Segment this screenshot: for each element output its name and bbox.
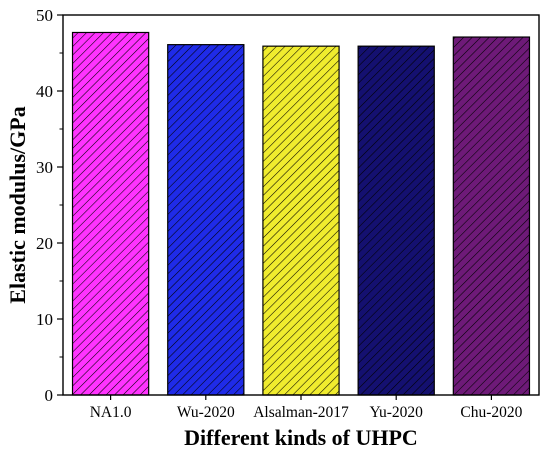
bar-1 bbox=[167, 44, 245, 396]
y-axis-title: Elastic modulus/GPa bbox=[5, 106, 30, 303]
x-axis-title: Different kinds of UHPC bbox=[184, 425, 418, 450]
y-tick-label: 40 bbox=[36, 82, 53, 101]
y-tick-label: 10 bbox=[36, 310, 53, 329]
bar-2 bbox=[262, 45, 340, 396]
x-tick-label: Wu-2020 bbox=[177, 404, 235, 421]
bar-hatch bbox=[262, 45, 340, 396]
y-tick-label: 50 bbox=[36, 6, 53, 25]
bar-hatch bbox=[71, 31, 150, 396]
y-tick-label: 0 bbox=[45, 386, 54, 405]
x-tick-label: Alsalman-2017 bbox=[253, 404, 349, 421]
y-tick-label: 20 bbox=[36, 234, 53, 253]
bar-hatch bbox=[452, 36, 531, 396]
x-tick-label: Chu-2020 bbox=[460, 404, 522, 421]
bar-hatch bbox=[167, 44, 245, 396]
x-tick-label: Yu-2020 bbox=[370, 404, 424, 421]
y-axis: 0 10 20 30 40 50 bbox=[36, 6, 63, 405]
bar-4 bbox=[452, 36, 531, 396]
x-tick-label: NA1.0 bbox=[90, 404, 132, 421]
bars-group bbox=[71, 31, 531, 396]
bar-0 bbox=[71, 31, 150, 396]
bar-hatch bbox=[357, 45, 435, 396]
y-tick-label: 30 bbox=[36, 158, 53, 177]
bar-3 bbox=[357, 45, 435, 396]
x-axis: NA1.0 Wu-2020 Alsalman-2017 Yu-2020 Chu-2020 bbox=[90, 395, 523, 421]
